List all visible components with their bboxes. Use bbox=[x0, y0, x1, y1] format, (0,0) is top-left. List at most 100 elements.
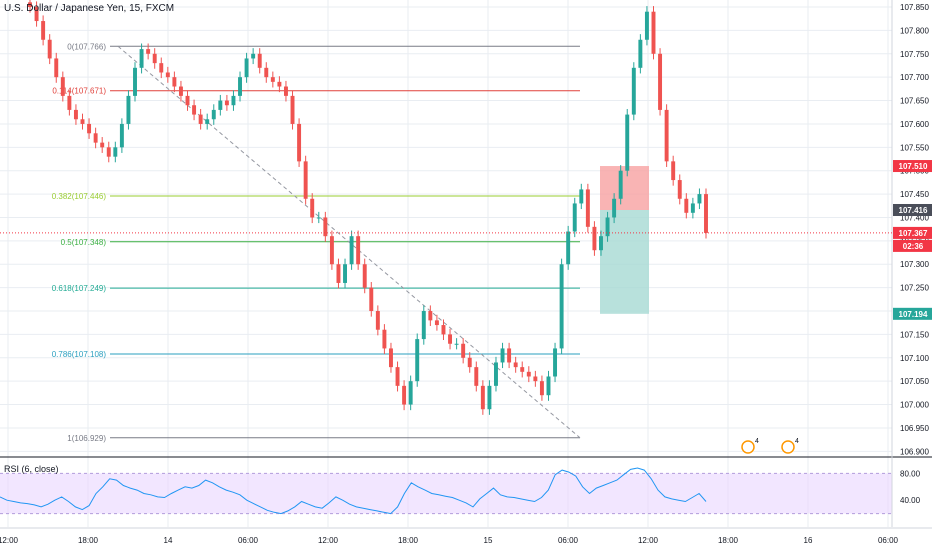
last-price-label-bg bbox=[893, 226, 932, 239]
price-tick-label: 107.800 bbox=[900, 26, 929, 35]
candle-body bbox=[73, 109, 78, 120]
current-price-label-bg bbox=[893, 203, 932, 216]
candle-body bbox=[290, 95, 295, 124]
candle-body bbox=[28, 2, 32, 8]
candle-body bbox=[474, 367, 479, 386]
price-tick-label: 107.750 bbox=[900, 50, 929, 59]
candle-body bbox=[690, 203, 695, 213]
candle-body bbox=[303, 161, 308, 199]
candle-body bbox=[218, 100, 223, 110]
time-tick-label: 06:00 bbox=[238, 536, 259, 545]
price-tick-label: 107.850 bbox=[900, 3, 929, 12]
candle-body bbox=[375, 311, 380, 330]
event-badge-count: 4 bbox=[795, 438, 799, 445]
candle-body bbox=[251, 53, 256, 59]
candle-body bbox=[638, 39, 643, 68]
candle-body bbox=[559, 264, 564, 349]
price-tick-label: 107.250 bbox=[900, 284, 929, 293]
candle-body bbox=[126, 95, 131, 124]
countdown-label-bg bbox=[893, 239, 932, 252]
time-tick-label: 14 bbox=[164, 536, 173, 545]
candle-body bbox=[60, 77, 65, 96]
target-price-label: 107.194 bbox=[899, 310, 928, 319]
candle-body bbox=[572, 203, 577, 232]
candle-body bbox=[697, 194, 702, 204]
candle-body bbox=[323, 217, 328, 237]
candle-body bbox=[93, 133, 98, 143]
candle-body bbox=[139, 49, 144, 68]
candle-body bbox=[172, 77, 177, 87]
candle-body bbox=[80, 119, 85, 124]
candle-body bbox=[500, 348, 505, 363]
current-price-label: 107.416 bbox=[899, 206, 928, 215]
fib-retracement[interactable]: 0(107.766) 0.114(107.671) 0.382(107.446) 0.… bbox=[52, 42, 581, 443]
candle-body bbox=[494, 362, 498, 386]
time-tick-label: 18:00 bbox=[718, 536, 739, 545]
price-tick-label: 107.650 bbox=[900, 97, 929, 106]
time-tick-label: 16 bbox=[804, 536, 813, 545]
candle-body bbox=[54, 58, 59, 78]
last-price-label: 107.367 bbox=[899, 229, 928, 238]
candle-body bbox=[520, 367, 525, 372]
candle-body bbox=[211, 109, 216, 120]
candle-body bbox=[41, 21, 46, 40]
candle-body bbox=[87, 123, 92, 134]
candle-body bbox=[533, 376, 538, 382]
price-tick-label: 107.550 bbox=[900, 143, 929, 152]
candle-body bbox=[224, 100, 229, 106]
candle-body bbox=[539, 381, 544, 396]
price-tick-label: 107.050 bbox=[900, 377, 929, 386]
candle-body bbox=[553, 348, 558, 377]
symbol-title[interactable]: U.S. Dollar / Japanese Yen, 15, FXCM bbox=[4, 3, 175, 14]
price-tick-label: 107.150 bbox=[900, 330, 929, 339]
time-tick-label: 06:00 bbox=[558, 536, 579, 545]
candle-body bbox=[349, 236, 354, 265]
candle-body bbox=[34, 7, 39, 22]
rsi-title[interactable]: RSI (6, close) bbox=[4, 464, 59, 474]
stop-price-label-bg bbox=[893, 160, 932, 173]
candle-body bbox=[336, 264, 341, 283]
candle-body bbox=[185, 95, 190, 106]
candle-body bbox=[277, 81, 282, 87]
time-tick-label: 18:00 bbox=[78, 536, 99, 545]
time-tick-label: 18:00 bbox=[398, 536, 419, 545]
candle-body bbox=[257, 53, 262, 68]
time-tick-label: 12:00 bbox=[0, 536, 19, 545]
candle-body bbox=[658, 53, 663, 110]
candle-body bbox=[192, 105, 197, 115]
time-tick-label: 15 bbox=[484, 536, 493, 545]
candle-body bbox=[612, 198, 617, 218]
candle-body bbox=[119, 123, 124, 148]
candle-body bbox=[684, 198, 689, 213]
candle-body bbox=[106, 147, 111, 157]
candle-body bbox=[408, 381, 413, 405]
candle-body bbox=[526, 371, 531, 377]
candle-body bbox=[507, 348, 512, 363]
candle-body bbox=[67, 95, 72, 110]
fib-level-label: 0.114(107.671) bbox=[52, 87, 106, 96]
candle-body bbox=[566, 231, 571, 265]
fib-level-label: 0.618(107.249) bbox=[52, 284, 107, 293]
price-labels: 107.510 107.416 107.367 02:36 107.194 4 4 bbox=[741, 160, 932, 454]
price-tick-label: 107.000 bbox=[900, 401, 929, 410]
candle-body bbox=[133, 67, 137, 96]
price-tick-label: 107.700 bbox=[900, 73, 929, 82]
countdown-label: 02:36 bbox=[903, 242, 924, 251]
candle-body bbox=[198, 114, 203, 124]
candle-body bbox=[434, 320, 439, 326]
candles[interactable] bbox=[28, 0, 708, 415]
fib-level-label: 0.382(107.446) bbox=[52, 192, 107, 201]
candle-body bbox=[448, 334, 453, 344]
candle-body bbox=[421, 311, 426, 340]
candle-body bbox=[704, 194, 708, 233]
candle-body bbox=[585, 189, 590, 227]
time-tick-label: 12:00 bbox=[638, 536, 659, 545]
fib-level-label: 0.5(107.348) bbox=[61, 238, 107, 247]
candle-body bbox=[454, 343, 459, 345]
time-tick-label: 06:00 bbox=[878, 536, 899, 545]
candle-body bbox=[159, 63, 164, 73]
rsi-pane[interactable]: 80.00 40.00 bbox=[0, 467, 921, 515]
candle-body bbox=[47, 39, 52, 59]
